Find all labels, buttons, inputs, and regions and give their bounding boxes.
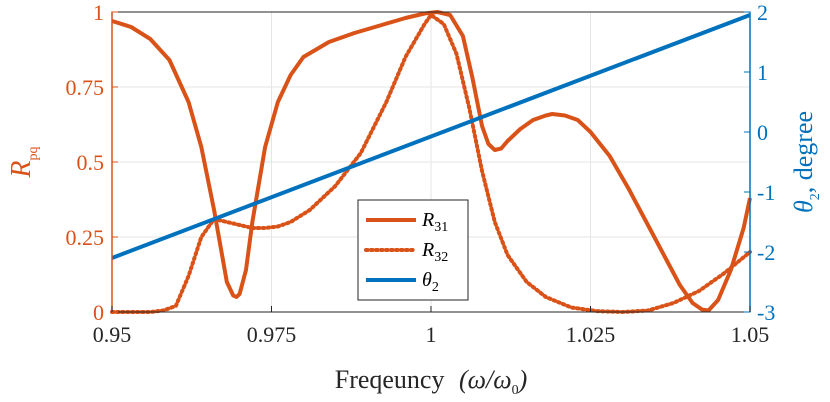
x-tick-label-2: 1 — [426, 322, 437, 347]
legend: R31 R32 θ2 — [357, 199, 469, 301]
bottom-axis: 0.95 0.975 1 1.025 1.05 — [93, 306, 770, 347]
right-axis: -3 -2 -1 0 1 2 — [744, 0, 775, 325]
y-left-tick-label-4: 1 — [93, 0, 104, 25]
y-left-tick-label-2: 0.5 — [77, 150, 105, 175]
legend-label-r32: R32 — [421, 239, 448, 265]
legend-label-r31: R31 — [421, 209, 448, 235]
y-left-tick-label-3: 0.75 — [66, 75, 105, 100]
y-right-tick-label-1: -2 — [757, 240, 775, 265]
series-layer — [110, 10, 752, 314]
series-line-r32 — [110, 13, 752, 314]
y-right-tick-label-0: -3 — [757, 300, 775, 325]
left-axis: 0 0.25 0.5 0.75 1 — [66, 0, 118, 325]
x-tick-label-4: 1.05 — [731, 322, 770, 347]
legend-label-theta2: θ2 — [422, 269, 439, 295]
x-axis-label: Freqeuncy (ω/ω0) — [335, 365, 528, 398]
series-line-r31 — [111, 10, 752, 313]
y-right-tick-label-2: -1 — [757, 180, 775, 205]
y-right-tick-label-3: 0 — [757, 120, 768, 145]
x-tick-label-0: 0.95 — [93, 322, 132, 347]
y-left-tick-label-1: 0.25 — [66, 225, 105, 250]
y-right-tick-label-4: 1 — [757, 60, 768, 85]
y-right-tick-label-5: 2 — [757, 0, 768, 25]
y-axis-right-label: θ2, degree — [789, 111, 823, 213]
series-line-theta2 — [111, 13, 751, 260]
x-tick-label-3: 1.025 — [566, 322, 616, 347]
y-left-tick-label-0: 0 — [93, 300, 104, 325]
y-axis-left-label: Rpq — [6, 146, 41, 178]
x-tick-label-1: 0.975 — [247, 322, 297, 347]
